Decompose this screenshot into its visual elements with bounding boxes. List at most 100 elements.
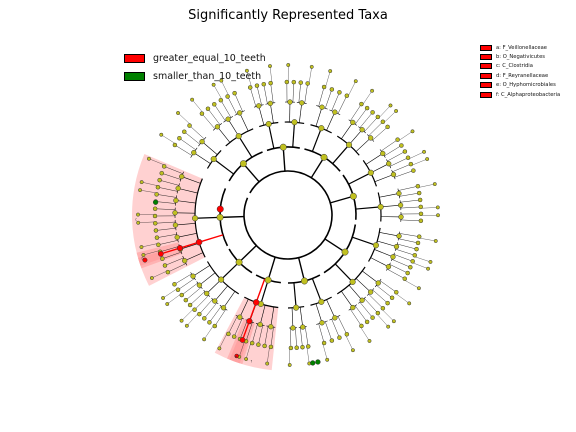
taxon-node [210,155,217,163]
clade-letter: f [251,359,253,363]
taxon-node [268,344,274,350]
branch-line [214,104,226,122]
taxon-node [412,253,418,258]
branch-line [325,89,333,109]
taxon-node [268,64,272,69]
clade-swatch [480,54,492,61]
taxon-node [139,180,144,185]
taxon-node [385,264,392,270]
taxon-node [380,119,386,125]
taxon-node [318,125,325,132]
legend-label-high: greater_equal_10_teeth [153,52,266,64]
taxon-node [219,78,224,83]
taxon-node [175,287,181,293]
branch-line [359,302,373,318]
taxon-node [187,123,192,128]
taxon-node [349,278,356,285]
taxon-node [402,149,408,154]
branch-line [368,121,384,136]
taxon-node [422,149,427,154]
taxon-node [218,97,224,103]
taxon-node [329,87,335,92]
branch-line [324,238,346,253]
taxon-node [385,124,390,130]
clade-legend-label: f: C_Alphaproteobacteria [496,91,561,98]
taxon-node [174,234,180,240]
chart-title: Significantly Represented Taxa [188,8,388,23]
branch-line [242,163,260,183]
branch-line [160,247,181,255]
taxon-node [433,239,438,243]
branch-line [292,122,296,148]
taxon-node [432,182,437,187]
branch-line [355,278,371,293]
taxon-node [286,63,291,67]
branch-line [201,113,216,129]
branch-line [246,70,252,88]
branch-line [297,257,306,282]
branch-line [199,272,216,286]
branch-line [181,308,194,321]
branch-line [177,278,195,290]
taxon-node [199,111,205,116]
branch-line [400,206,421,209]
taxon-node [337,335,342,340]
taxon-node [172,210,178,216]
taxon-node [179,318,184,323]
taxon-node [390,254,396,260]
taxon-node [177,135,182,141]
branch-line [238,245,257,263]
taxon-node [345,141,353,148]
branch-line [234,93,243,112]
taxon-node [211,82,216,87]
taxon-node [136,212,140,217]
taxon-node [207,320,212,325]
branch-line [250,87,257,107]
legend-swatch-low [124,71,145,81]
branch-line [379,280,397,293]
branch-line [341,291,354,308]
taxon-node [417,197,423,203]
branch-line [412,262,429,269]
taxon-node [279,143,287,151]
taxon-node [190,273,196,279]
branch-line [270,327,274,347]
taxon-node [153,228,159,233]
branch-line [299,102,303,123]
taxon-node [172,222,179,228]
taxon-node [157,251,164,257]
taxon-node [359,297,365,303]
branch-line [403,279,419,289]
cladogram-branches [138,64,439,365]
taxon-node [290,325,296,331]
taxon-node [320,153,328,161]
taxon-node [287,363,292,367]
branch-line [248,302,257,322]
taxon-node [310,360,316,366]
taxon-node [226,331,231,337]
clade-letter: e [235,355,237,359]
taxon-node [344,93,350,98]
branch-line [311,127,322,152]
branch-line [414,256,431,263]
taxon-node [415,183,421,189]
branch-line [184,131,200,145]
branch-line [180,242,200,250]
taxon-node [315,359,321,365]
taxon-node [159,132,164,137]
branch-line [258,325,264,345]
taxon-node [350,348,355,353]
branch-line [332,144,350,165]
taxon-node [173,197,179,204]
branch-line [364,298,379,314]
branch-line [370,257,389,268]
taxon-node [393,243,400,250]
branch-line [156,234,177,238]
clade-legend-entry: e: O_Hyphomicrobiales [480,81,560,90]
taxon-node [142,257,148,263]
branch-line [395,249,415,256]
branch-line [418,237,436,242]
branch-line [372,126,388,141]
taxon-node [370,110,375,115]
taxon-node [216,213,224,221]
